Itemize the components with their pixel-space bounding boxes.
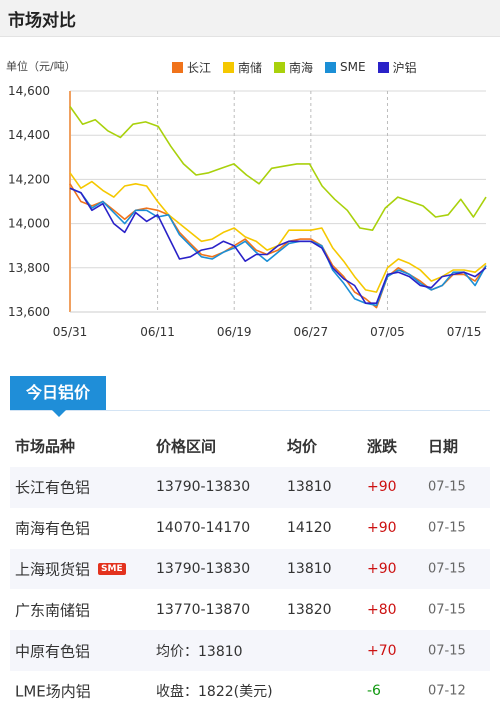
- price-range: 收盘：1822(美元): [156, 684, 273, 701]
- market-name[interactable]: 中原有色铝: [15, 642, 91, 661]
- series-line-南海: [69, 106, 487, 231]
- col-header-change: 涨跌: [367, 437, 398, 456]
- table-row[interactable]: LME场内铝 收盘：1822(美元) -6 07-12: [10, 671, 490, 712]
- legend-item[interactable]: 南储: [223, 59, 262, 76]
- x-tick-label: 06/27: [294, 325, 329, 339]
- col-header-avg: 均价: [287, 437, 318, 456]
- section-title: 市场对比: [8, 11, 76, 31]
- avg-price: 13810: [287, 479, 332, 496]
- y-tick-label: 13,800: [8, 261, 50, 275]
- price-range: 14070-14170: [156, 520, 251, 537]
- legend-swatch: [172, 61, 183, 73]
- table-row[interactable]: 中原有色铝 均价：13810 +70 07-15: [10, 630, 490, 671]
- x-tick-label: 06/19: [217, 325, 252, 339]
- legend-swatch: [223, 61, 235, 73]
- col-header-market: 市场品种: [15, 437, 76, 456]
- price-range: 13790-13830: [156, 479, 251, 496]
- market-name[interactable]: 南海有色铝: [15, 519, 91, 538]
- col-header-date: 日期: [428, 437, 459, 456]
- today-price-tabbar: 今日铝价: [10, 376, 490, 417]
- series-line-南储: [69, 172, 487, 293]
- market-name[interactable]: 长江有色铝: [15, 478, 91, 497]
- series-line-SME: [69, 187, 487, 307]
- price-comparison-chart: 14,600 14,400 14,200 14,000 13,800 13,60005/3…: [8, 84, 487, 339]
- market-name[interactable]: LME场内铝: [15, 682, 91, 701]
- x-tick-label: 07/15: [447, 325, 482, 339]
- market-name[interactable]: 广东南储铝: [15, 601, 91, 620]
- table-row[interactable]: 上海现货铝 SME 13790-13830 13810 +90 07-15: [10, 548, 490, 590]
- price-range: 均价：13810: [156, 643, 243, 660]
- x-tick-label: 07/05: [370, 325, 405, 339]
- sme-badge: SME: [98, 562, 126, 575]
- price-date: 07-15: [428, 479, 466, 495]
- legend-item[interactable]: SME: [325, 60, 366, 74]
- price-change: +70: [367, 642, 397, 659]
- table-row[interactable]: 广东南储铝 13770-13870 13820 +80 07-15: [10, 589, 490, 630]
- table-header-row: 市场品种 价格区间 均价 涨跌 日期: [10, 425, 490, 467]
- legend-item[interactable]: 长江: [172, 59, 211, 76]
- price-change: +90: [367, 479, 397, 496]
- avg-price: 13810: [287, 560, 332, 577]
- legend-label: 南海: [289, 60, 314, 75]
- chart-legend: 长江 南储 南海 SME 沪铝: [172, 58, 429, 76]
- series-line-沪铝: [69, 187, 487, 304]
- price-change: +90: [367, 520, 397, 537]
- y-tick-label: 14,000: [8, 217, 50, 231]
- price-date: 07-15: [428, 561, 466, 577]
- price-change: +80: [367, 601, 397, 618]
- market-name[interactable]: 上海现货铝: [15, 560, 91, 579]
- y-tick-label: 14,600: [8, 84, 50, 98]
- price-range: 13770-13870: [156, 601, 251, 618]
- col-header-range: 价格区间: [156, 437, 217, 456]
- legend-item[interactable]: 南海: [274, 59, 313, 76]
- legend-item[interactable]: 沪铝: [377, 59, 417, 76]
- table-row[interactable]: 长江有色铝 13790-13830 13810 +90 07-15: [10, 467, 490, 508]
- legend-label: 长江: [187, 60, 212, 75]
- legend-label: 南储: [238, 60, 263, 75]
- legend-swatch: [325, 61, 337, 73]
- price-range: 13790-13830: [156, 560, 251, 577]
- legend-label: SME: [340, 60, 366, 74]
- x-tick-label: 06/11: [140, 325, 175, 339]
- x-tick-label: 05/31: [53, 325, 88, 339]
- avg-price: 13820: [287, 601, 332, 618]
- price-date: 07-15: [428, 643, 466, 659]
- price-date: 07-15: [428, 520, 466, 536]
- legend-swatch: [377, 61, 389, 73]
- y-tick-label: 14,200: [8, 172, 50, 186]
- y-tick-label: 13,600: [8, 305, 50, 319]
- tab-today-price[interactable]: 今日铝价: [10, 376, 106, 410]
- price-table: 市场品种 价格区间 均价 涨跌 日期 长江有色铝 13790-13830 138…: [10, 425, 490, 712]
- price-change: +90: [367, 560, 397, 577]
- price-change: -6: [367, 683, 381, 700]
- chart-unit-label: 单位（元/吨）: [6, 60, 76, 73]
- legend-label: 沪铝: [392, 60, 417, 75]
- section-header: 市场对比: [0, 0, 500, 37]
- tab-pointer: [52, 410, 66, 417]
- price-date: 07-12: [428, 683, 466, 699]
- table-row[interactable]: 南海有色铝 14070-14170 14120 +90 07-15: [10, 508, 490, 549]
- price-date: 07-15: [428, 602, 466, 618]
- avg-price: 14120: [287, 520, 332, 537]
- legend-swatch: [274, 61, 286, 73]
- y-tick-label: 14,400: [8, 128, 50, 142]
